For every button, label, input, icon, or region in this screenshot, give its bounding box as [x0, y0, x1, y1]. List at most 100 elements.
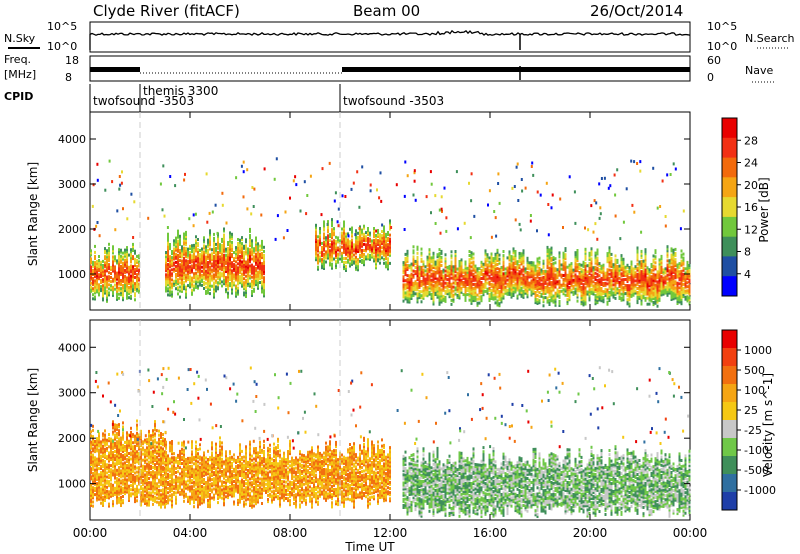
power-heat-cell: [576, 287, 579, 291]
power-heat-cell: [104, 247, 106, 251]
power-heat-cell: [626, 288, 629, 292]
power-heat-cell: [173, 253, 175, 257]
power-heat-cell: [241, 236, 243, 240]
power-heat-cell: [90, 261, 92, 265]
power-heat-cell: [620, 262, 623, 266]
power-heat-cell: [385, 237, 387, 240]
power-heat-cell: [412, 289, 415, 293]
power-heat-cell: [632, 293, 635, 297]
power-heat-cell: [402, 299, 405, 303]
power-heat-cell: [252, 205, 255, 208]
power-heat-cell: [171, 292, 173, 296]
power-heat-cell: [389, 241, 391, 245]
power-heat-cell: [114, 279, 116, 283]
power-heat-cell: [506, 284, 509, 288]
power-heat-cell: [634, 285, 637, 289]
power-heat-cell: [237, 252, 239, 256]
power-heat-cell: [432, 296, 435, 300]
power-heat-cell: [320, 213, 323, 217]
power-heat-cell: [359, 235, 361, 239]
power-heat-cell: [596, 301, 599, 305]
power-heat-cell: [387, 253, 389, 257]
power-heat-cell: [315, 240, 317, 243]
power-heat-cell: [664, 267, 667, 271]
power-heat-cell: [183, 238, 185, 242]
power-heat-cell: [628, 284, 631, 288]
power-heat-cell: [213, 238, 215, 242]
power-heat-cell: [688, 296, 691, 300]
power-heat-cell: [520, 292, 523, 296]
power-heat-cell: [468, 268, 471, 272]
power-heat-cell: [616, 287, 619, 291]
power-heat-cell: [538, 262, 541, 266]
power-heat-cell: [349, 227, 351, 231]
power-heat-cell: [408, 290, 411, 294]
power-heat-cell: [404, 279, 407, 283]
power-heat-cell: [678, 290, 681, 294]
power-heat-cell: [179, 281, 181, 285]
power-heat-cell: [138, 286, 140, 290]
power-heat-cell: [534, 278, 537, 282]
power-heat-cell: [223, 261, 225, 265]
power-heat-cell: [484, 263, 487, 267]
power-heat-cell: [203, 276, 205, 280]
power-heat-cell: [434, 280, 437, 284]
power-heat-cell: [215, 275, 217, 279]
power-heat-cell: [253, 249, 255, 253]
power-heat-cell: [223, 278, 225, 282]
power-heat-cell: [408, 264, 411, 268]
power-heat-cell: [259, 256, 261, 260]
power-heat-cell: [558, 300, 561, 303]
power-heat-cell: [371, 247, 373, 251]
power-heat-cell: [620, 286, 623, 290]
power-heat-cell: [412, 257, 415, 261]
power-heat-cell: [195, 273, 197, 277]
power-heat-cell: [588, 261, 591, 265]
power-heat-cell: [130, 278, 132, 282]
power-heat-cell: [538, 272, 541, 276]
power-heat-cell: [670, 271, 673, 275]
power-heat-cell: [460, 274, 463, 278]
power-heat-cell: [263, 270, 265, 274]
power-heat-cell: [546, 286, 549, 290]
power-heat-cell: [502, 284, 505, 288]
power-heat-cell: [351, 248, 353, 252]
velocity-heat-cell: [90, 475, 92, 479]
power-heat-cell: [678, 298, 681, 302]
power-heat-cell: [672, 262, 675, 266]
power-heat-cell: [221, 264, 223, 268]
power-heat-cell: [670, 257, 673, 261]
power-heat-cell: [323, 267, 325, 270]
power-heat-cell: [100, 285, 102, 289]
power-heat-cell: [468, 274, 471, 278]
power-heat-cell: [536, 300, 539, 303]
power-heat-cell: [666, 173, 669, 177]
power-heat-cell: [134, 286, 136, 290]
power-heat-cell: [644, 258, 647, 262]
power-heat-cell: [484, 269, 487, 273]
power-heat-cell: [464, 270, 467, 274]
power-heat-cell: [187, 253, 189, 257]
power-heat-cell: [546, 254, 549, 257]
power-heat-cell: [373, 233, 375, 236]
velocity-heat-cell: [92, 500, 94, 504]
power-heat-cell: [420, 290, 423, 294]
power-heat-cell: [175, 273, 177, 276]
power-heat-cell: [100, 266, 102, 270]
power-heat-cell: [484, 275, 487, 279]
power-heat-cell: [215, 273, 217, 277]
power-heat-cell: [189, 269, 191, 273]
power-heat-cell: [660, 283, 663, 287]
power-heat-cell: [213, 257, 215, 261]
power-heat-cell: [498, 257, 501, 261]
power-heat-cell: [610, 265, 613, 269]
power-heat-cell: [536, 190, 539, 194]
power-heat-cell: [239, 263, 241, 266]
power-heat-cell: [404, 291, 407, 295]
power-heat-cell: [136, 260, 138, 264]
power-heat-cell: [496, 273, 499, 277]
power-heat-cell: [373, 257, 375, 261]
power-heat-cell: [474, 290, 477, 294]
power-heat-cell: [554, 261, 557, 265]
power-heat-cell: [500, 290, 503, 294]
